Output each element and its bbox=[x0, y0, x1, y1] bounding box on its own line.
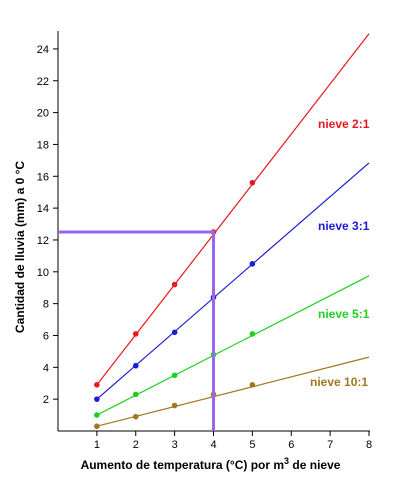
y-tick-label: 2 bbox=[43, 394, 49, 406]
data-point bbox=[94, 382, 100, 388]
series-label: nieve 3:1 bbox=[318, 219, 370, 233]
series-label: nieve 5:1 bbox=[318, 307, 370, 321]
x-tick-label: 6 bbox=[288, 439, 294, 451]
y-tick-label: 12 bbox=[37, 235, 49, 247]
y-tick-label: 24 bbox=[37, 44, 49, 56]
x-tick-label: 8 bbox=[366, 439, 372, 451]
y-tick-label: 10 bbox=[37, 267, 49, 279]
y-tick-label: 22 bbox=[37, 76, 49, 88]
data-point bbox=[249, 179, 256, 186]
data-point bbox=[132, 362, 139, 369]
x-tick-label: 5 bbox=[249, 439, 255, 451]
x-axis-label: Aumento de temperatura (°C) por m3 de ni… bbox=[81, 456, 341, 472]
data-point bbox=[94, 423, 100, 430]
data-point bbox=[171, 281, 178, 288]
data-point bbox=[171, 329, 178, 336]
x-tick-label: 4 bbox=[210, 439, 216, 451]
x-tick-label: 1 bbox=[94, 439, 100, 451]
data-point bbox=[249, 331, 256, 337]
series-line bbox=[96, 275, 370, 416]
series-label: nieve 2:1 bbox=[318, 117, 370, 131]
data-point bbox=[94, 412, 100, 418]
data-point bbox=[249, 382, 256, 388]
y-axis-label: Cantidad de lluvia (mm) a 0 °C bbox=[13, 161, 27, 334]
y-tick-label: 16 bbox=[37, 171, 49, 183]
y-tick-label: 8 bbox=[43, 299, 49, 311]
y-tick-label: 18 bbox=[37, 139, 49, 151]
series-line bbox=[96, 33, 370, 386]
data-point bbox=[132, 391, 139, 398]
x-tick-label: 2 bbox=[133, 439, 139, 451]
x-tick-label: 7 bbox=[327, 439, 333, 451]
data-point bbox=[132, 331, 139, 337]
y-tick-label: 20 bbox=[37, 108, 49, 120]
series-label: nieve 10:1 bbox=[310, 375, 368, 389]
series-line bbox=[96, 356, 370, 427]
x-tick-label: 3 bbox=[172, 439, 178, 451]
y-tick-label: 4 bbox=[43, 362, 49, 374]
y-tick-label: 6 bbox=[43, 330, 49, 342]
series-line bbox=[96, 162, 370, 400]
y-tick-label: 14 bbox=[37, 203, 49, 215]
data-point bbox=[132, 413, 139, 420]
data-point bbox=[171, 402, 178, 409]
data-point bbox=[249, 261, 256, 267]
data-point bbox=[171, 372, 178, 379]
data-point bbox=[94, 396, 100, 402]
